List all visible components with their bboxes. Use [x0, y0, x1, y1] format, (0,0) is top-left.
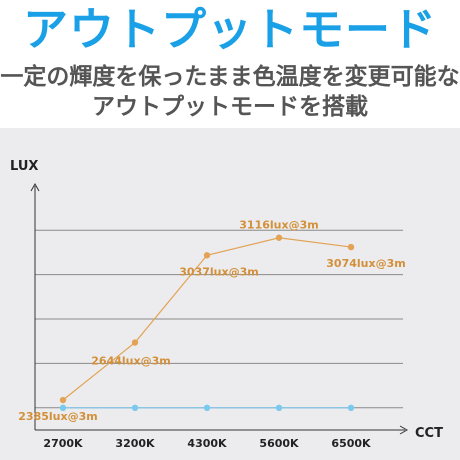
x-tick-label: 4300K [187, 437, 227, 450]
series [59, 234, 355, 411]
data-labels: 2385lux@3m 2644lux@3m 3037lux@3m 3116lux@3m… [18, 219, 405, 423]
subtitle-line-2: アウトプットモードを搭載 [92, 94, 368, 120]
data-label: 3037lux@3m [179, 265, 258, 278]
data-point [131, 339, 139, 346]
x-axis-arrow [399, 425, 409, 435]
y-axis-arrow [30, 182, 40, 192]
data-point [347, 404, 355, 411]
chart-panel [0, 128, 460, 460]
axes: LUX CCT [10, 159, 443, 441]
x-tick-label: 6500K [331, 437, 371, 450]
x-tick-labels: 2700K 3200K 4300K 5600K 6500K [43, 437, 371, 450]
x-axis-title: CCT [415, 426, 443, 441]
x-tick-label: 2700K [43, 437, 83, 450]
data-point [59, 404, 67, 411]
data-point [275, 234, 283, 241]
x-tick-label: 5600K [259, 437, 299, 450]
page-title: アウトプットモード [22, 3, 437, 56]
x-tick-label: 3200K [115, 437, 155, 450]
data-point [275, 404, 283, 411]
data-point [347, 243, 355, 251]
data-point [59, 396, 67, 404]
subtitle-line-1: 一定の輝度を保ったまま色温度を変更可能な [0, 64, 460, 90]
data-point [131, 404, 139, 411]
data-label: 2385lux@3m [18, 410, 97, 423]
data-point [203, 404, 211, 411]
data-label: 3074lux@3m [326, 257, 405, 270]
data-label: 2644lux@3m [91, 355, 170, 368]
data-label: 3116lux@3m [239, 219, 318, 232]
y-axis-title: LUX [10, 159, 38, 174]
data-point [203, 252, 211, 259]
